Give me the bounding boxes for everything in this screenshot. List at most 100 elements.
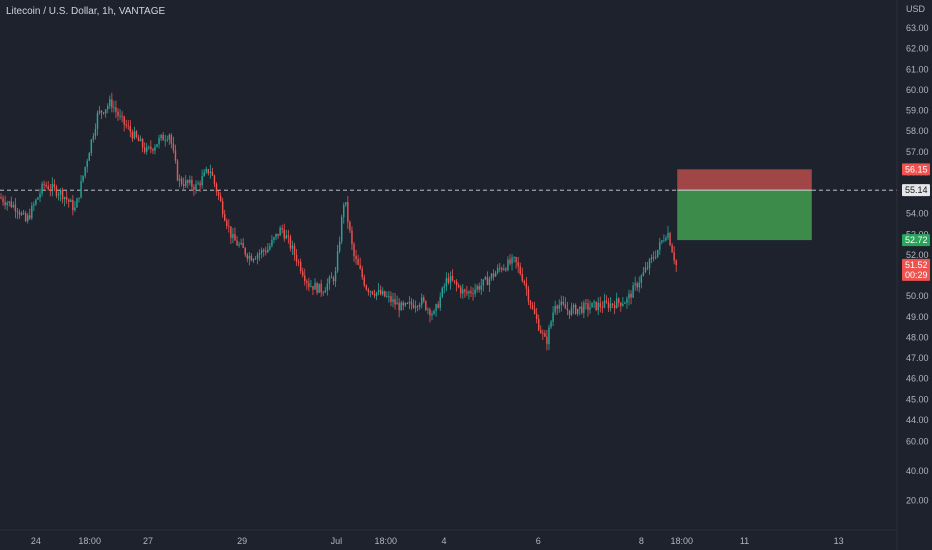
candle-body <box>187 180 189 184</box>
price-tick-label: 62.00 <box>906 44 929 54</box>
candle-body <box>673 252 675 261</box>
candle-body <box>340 217 343 242</box>
candle-body <box>244 247 246 255</box>
candle-body <box>607 302 610 309</box>
candle-body <box>628 293 630 299</box>
candle-body <box>437 304 439 308</box>
candle-body <box>462 289 464 294</box>
candle-body <box>665 237 667 241</box>
candle-body <box>646 267 649 269</box>
candle-body <box>494 272 497 277</box>
candle-body <box>90 139 93 154</box>
candle-body <box>72 200 74 211</box>
candle-body <box>507 259 509 271</box>
candle-body <box>109 99 111 106</box>
candle-body <box>478 286 480 290</box>
candle-body <box>527 288 530 302</box>
candle-body <box>265 251 267 253</box>
candle-body <box>396 302 398 305</box>
candle-body <box>129 126 132 132</box>
candle-body <box>412 304 415 308</box>
price-tick-label: 61.00 <box>906 64 929 74</box>
candle-body <box>418 304 421 307</box>
candle-body <box>55 187 58 196</box>
candle-body <box>131 131 134 139</box>
candle-body <box>431 314 433 316</box>
position-tool[interactable] <box>677 169 812 241</box>
candle-body <box>16 211 19 213</box>
candle-body <box>605 300 608 303</box>
candle-body <box>640 275 643 283</box>
candle-body <box>31 205 33 219</box>
candle-body <box>334 271 337 282</box>
candle-body <box>88 153 90 161</box>
candle-body <box>35 199 37 205</box>
candle-body <box>587 303 589 310</box>
candle-body <box>314 283 316 290</box>
candle-body <box>537 319 540 331</box>
candle-body <box>423 297 425 302</box>
price-tick-label: 63.00 <box>906 23 929 33</box>
candle-body <box>84 166 86 176</box>
candle-body <box>597 302 599 311</box>
candle-body <box>585 302 587 304</box>
candle-body <box>291 245 294 249</box>
time-axis[interactable]: 24 18:00 27 29 Jul 18:00 4 6 8 18:00 11 13 <box>0 529 897 546</box>
candle-body <box>164 139 166 141</box>
candle-body <box>219 195 222 202</box>
candle-body <box>460 287 462 294</box>
countdown-label: 00:29 <box>905 270 928 280</box>
candle-body <box>127 125 129 127</box>
candle-body <box>301 271 304 276</box>
candle-body <box>496 267 499 273</box>
candle-body <box>143 147 146 152</box>
candle-body <box>2 198 4 203</box>
candle-body <box>652 257 655 259</box>
candle-body <box>205 169 207 173</box>
candle-body <box>61 190 64 200</box>
candle-body <box>215 183 218 192</box>
candle-body <box>455 281 458 286</box>
candle-body <box>498 267 501 269</box>
time-tick-label: 18:00 <box>78 536 101 546</box>
candle-body <box>466 291 468 294</box>
candle-body <box>199 183 201 186</box>
candle-body <box>638 282 640 288</box>
candle-body <box>556 306 558 309</box>
candle-body <box>566 308 569 311</box>
candle-body <box>480 285 482 290</box>
candle-body <box>180 178 183 185</box>
candle-body <box>51 183 54 191</box>
candle-body <box>22 213 25 214</box>
price-tick-label: 45.00 <box>906 394 929 404</box>
candle-body <box>256 254 259 259</box>
candle-body <box>414 306 417 308</box>
stop-loss-zone <box>677 169 812 191</box>
candle-body <box>632 285 634 298</box>
candle-body <box>39 193 41 198</box>
candle-body <box>595 301 597 311</box>
candle-body <box>133 131 136 139</box>
price-axis[interactable]: USD 63.00 62.00 61.00 60.00 59.00 58.00 57.00 5… <box>896 0 929 550</box>
price-tick-label: 49.00 <box>906 312 929 322</box>
candle-body <box>10 201 13 207</box>
candle-body <box>365 285 368 290</box>
candle-body <box>96 112 99 129</box>
candle-body <box>86 160 88 167</box>
candle-body <box>675 260 677 266</box>
candle-body <box>552 312 554 322</box>
indicator-tick-label: 60.00 <box>906 437 929 447</box>
candle-body <box>226 220 228 227</box>
candle-body <box>505 268 507 271</box>
candle-body <box>176 160 179 181</box>
candle-body <box>618 298 620 303</box>
candle-body <box>345 202 347 205</box>
candle-body <box>515 257 517 263</box>
candle-body <box>80 181 82 198</box>
candle-body <box>533 308 536 314</box>
time-tick-label: 18:00 <box>374 536 397 546</box>
candle-body <box>271 239 273 247</box>
candle-body <box>279 227 281 236</box>
